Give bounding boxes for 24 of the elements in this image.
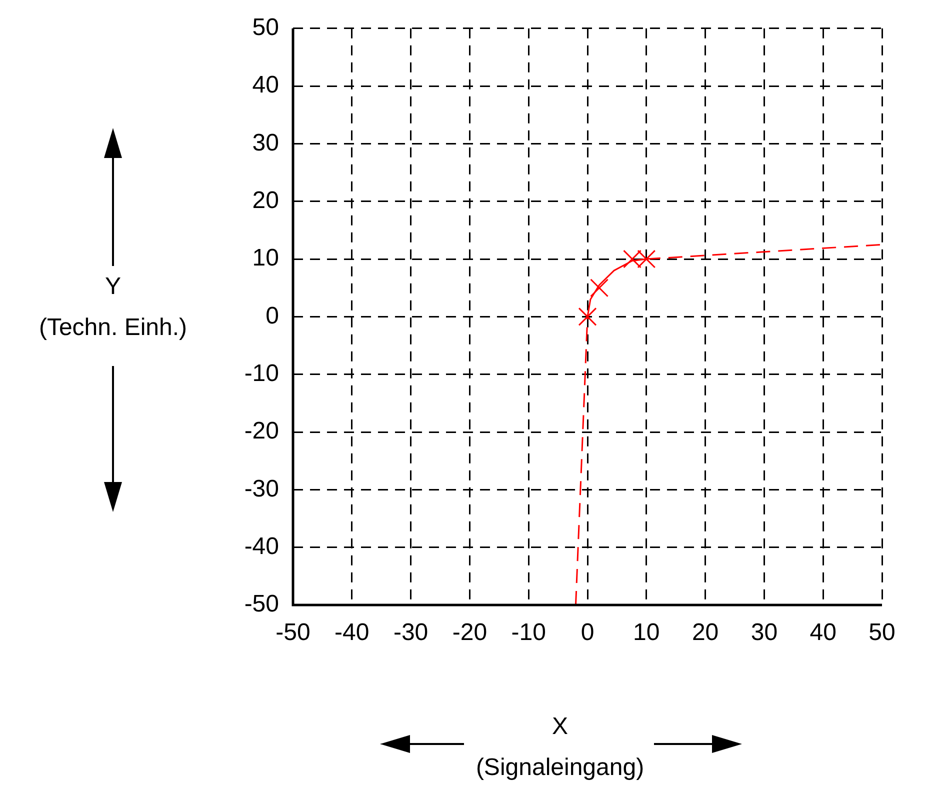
y-tick-label: 40	[252, 72, 279, 99]
x-tick-label: 20	[692, 619, 719, 646]
y-tick-label: 10	[252, 244, 279, 272]
x-axis-title: X (Signaleingang)	[474, 712, 646, 783]
y-tick-label: -50	[244, 590, 279, 618]
y-tick-label: -20	[244, 418, 279, 445]
x-tick-label: -10	[511, 619, 546, 646]
x-tick-label: -40	[334, 619, 370, 646]
x-tick-label: 40	[810, 619, 836, 646]
x-tick-label: -30	[393, 619, 428, 646]
y-axis-title: Y (Techn. Einh.)	[38, 272, 188, 343]
y-tick-label: -10	[244, 360, 279, 387]
y-tick-label: 50	[252, 14, 279, 42]
y-tick-label: -40	[244, 532, 279, 560]
x-tick-label: 10	[633, 619, 660, 646]
x-tick-label: 50	[868, 619, 896, 646]
y-tick-label: 0	[266, 302, 279, 330]
y-tick-label: -30	[244, 475, 279, 502]
x-tick-label: -50	[276, 619, 310, 646]
x-tick-label: 0	[580, 619, 594, 646]
x-tick-label: 30	[750, 619, 778, 646]
y-tick-label: 30	[252, 129, 279, 156]
x-tick-label: -20	[452, 619, 488, 646]
y-tick-label: 20	[252, 187, 279, 214]
